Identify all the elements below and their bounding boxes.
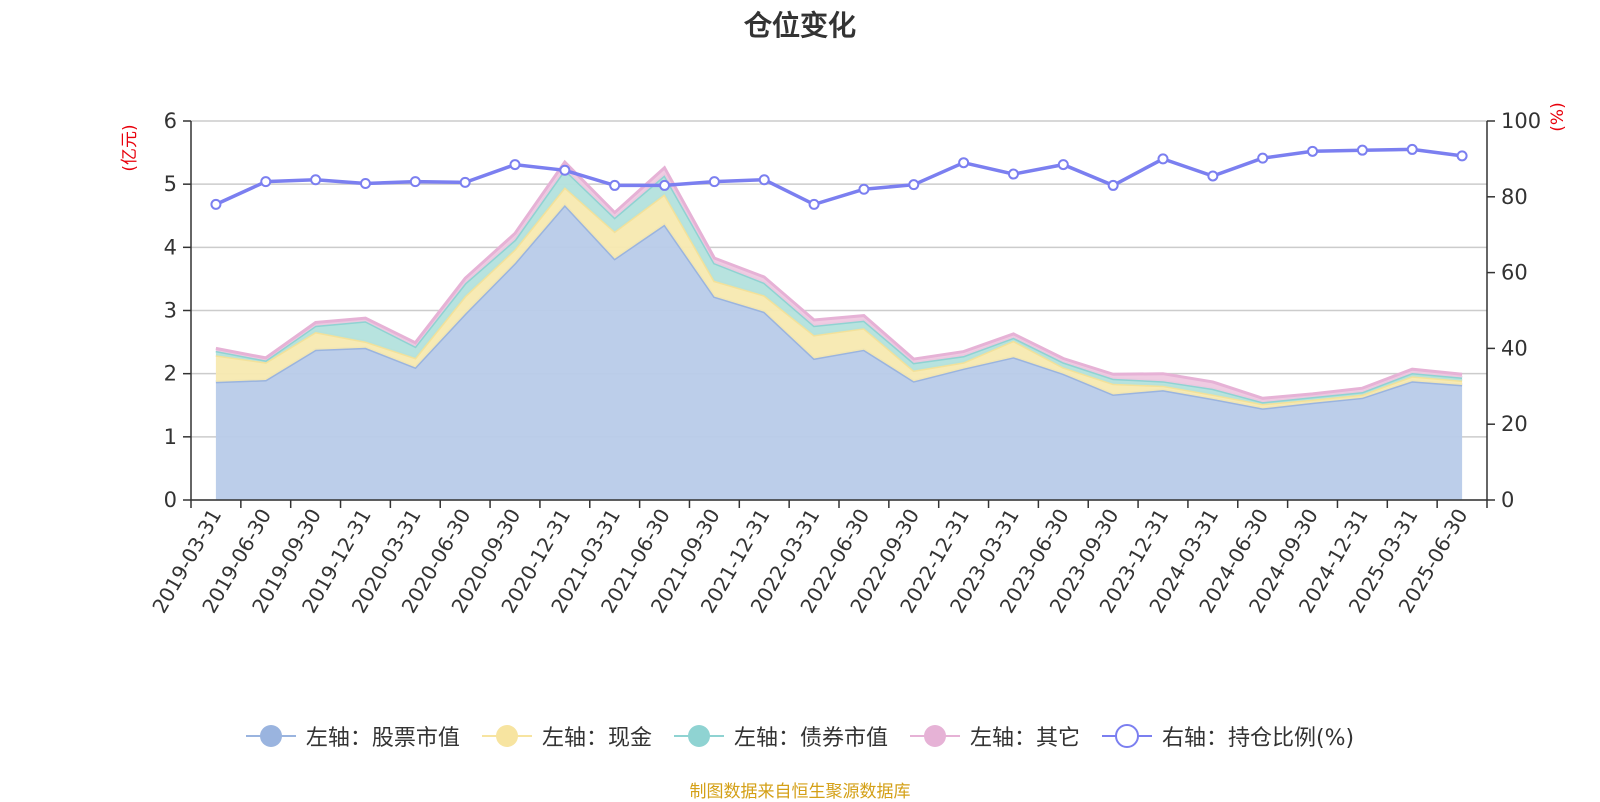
left-tick-label: 5: [164, 172, 177, 196]
ratio-point: [310, 174, 322, 186]
ratio-point: [758, 174, 770, 186]
ratio-point: [509, 159, 521, 171]
right-tick-label: 20: [1501, 412, 1528, 436]
legend-label: 左轴：债券市值: [733, 726, 888, 751]
right-tick-label: 0: [1501, 488, 1514, 512]
ratio-point: [609, 179, 621, 191]
ratio-line: [215, 147, 1463, 207]
axes: [183, 120, 1495, 508]
legend-item-other[interactable]: 左轴：其它: [909, 720, 1080, 752]
left-axis-unit: (亿元): [120, 124, 140, 171]
ratio-point: [1257, 152, 1269, 164]
ratio-line-series: [210, 143, 1468, 210]
stacked-areas: [215, 159, 1463, 500]
ratio-point: [1207, 170, 1219, 182]
ratio-point: [1107, 179, 1119, 191]
right-axis-unit: (%): [1548, 102, 1568, 131]
area-左轴：现金: [215, 187, 1463, 409]
ratio-point: [1007, 168, 1019, 180]
ratio-point: [559, 164, 571, 176]
area-左轴：其它: [215, 162, 1463, 403]
right-tick-label: 100: [1501, 109, 1541, 133]
legend-item-bond[interactable]: 左轴：债券市值: [673, 720, 888, 752]
ratio-point: [260, 176, 272, 188]
ratio-point: [210, 198, 222, 210]
cash-legend-icon: [481, 725, 532, 747]
legend-label: 左轴：股票市值: [305, 726, 460, 751]
legend-item-stock[interactable]: 左轴：股票市值: [245, 720, 460, 752]
ratio-point: [1356, 144, 1368, 156]
legend-label: 左轴：其它: [969, 726, 1080, 751]
ratio-point: [908, 179, 920, 191]
legend-item-ratio[interactable]: 右轴：持仓比例(%): [1101, 720, 1355, 752]
ratio-point: [1456, 150, 1468, 162]
ratio-point: [1307, 145, 1319, 157]
right-tick-label: 60: [1501, 261, 1528, 285]
bond-legend-icon: [673, 725, 724, 747]
area-左轴：债券市值: [215, 169, 1463, 404]
area-edge-左轴：其它: [215, 159, 1463, 400]
ratio-point: [708, 176, 720, 188]
legend-label: 右轴：持仓比例(%): [1161, 726, 1355, 751]
left-tick-label: 1: [164, 425, 177, 449]
legend-item-cash[interactable]: 左轴：现金: [481, 720, 652, 752]
legend: 左轴：股票市值 左轴：现金 左轴：债券市值 左轴：其它 右轴：持仓比例(%): [0, 720, 1600, 752]
ratio-legend-icon: [1101, 724, 1152, 748]
chart-title: 仓位变化: [743, 9, 856, 42]
ratio-point: [858, 183, 870, 195]
ratio-point: [1057, 159, 1069, 171]
area-左轴：股票市值: [215, 205, 1463, 500]
ratio-point: [958, 157, 970, 169]
ratio-point: [459, 176, 471, 188]
legend-label: 左轴：现金: [541, 726, 652, 751]
ratio-point: [409, 176, 421, 188]
ratio-point: [359, 178, 371, 190]
ratio-point: [808, 198, 820, 210]
source-note: 制图数据来自恒生聚源数据库: [689, 782, 911, 802]
ratio-point: [1406, 143, 1418, 155]
left-tick-label: 2: [164, 362, 177, 386]
other-legend-icon: [909, 725, 960, 747]
stock-legend-icon: [245, 725, 296, 747]
left-tick-label: 3: [164, 299, 177, 323]
left-tick-label: 6: [164, 109, 177, 133]
right-tick-label: 40: [1501, 336, 1528, 360]
ratio-point: [659, 179, 671, 191]
ratio-point: [1157, 153, 1169, 165]
left-tick-label: 4: [164, 235, 177, 259]
left-tick-label: 0: [164, 488, 177, 512]
right-tick-label: 80: [1501, 185, 1528, 209]
